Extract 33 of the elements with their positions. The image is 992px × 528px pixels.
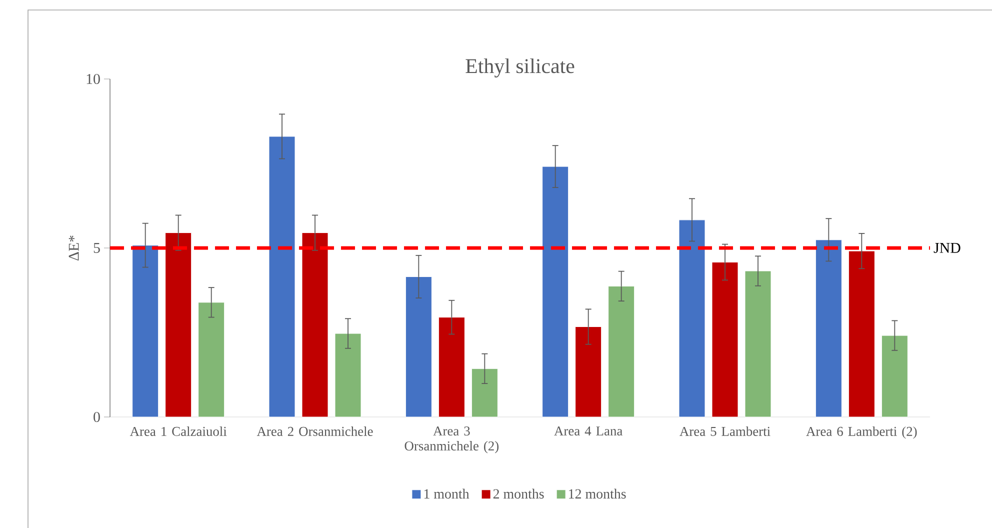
bar xyxy=(165,232,192,418)
bar xyxy=(334,333,362,418)
x-tick-label: Area 2 Orsanmichele xyxy=(256,426,373,436)
y-tick-label: 10 xyxy=(86,74,100,84)
bar xyxy=(678,220,706,418)
bar xyxy=(881,335,908,418)
bar xyxy=(268,136,296,418)
bar xyxy=(712,262,738,418)
bar xyxy=(575,326,602,418)
ref-line-label: JND xyxy=(934,243,960,253)
bar xyxy=(848,250,875,418)
bar xyxy=(405,276,432,418)
legend-label: 1 month xyxy=(424,488,470,499)
chart-title: Ethyl silicate xyxy=(466,58,574,78)
bar xyxy=(132,245,159,418)
y-tick-label: 5 xyxy=(94,243,100,253)
bar xyxy=(744,270,772,418)
x-tick-label: Area 3 Orsanmichele (2) xyxy=(404,426,499,454)
x-tick-label: Area 1 Calzaiuoli xyxy=(130,426,227,436)
y-axis-title: ΔE* xyxy=(68,236,79,261)
bar xyxy=(815,240,842,418)
legend-label: 2 months xyxy=(493,488,544,499)
x-tick-label: Area 6 Lamberti (2) xyxy=(806,426,917,439)
x-tick-label: Area 5 Lamberti xyxy=(680,426,770,436)
bar xyxy=(198,302,225,418)
bar xyxy=(302,232,328,418)
bar xyxy=(438,317,465,418)
legend-label: 12 months xyxy=(569,488,626,499)
bar xyxy=(471,368,498,418)
bar xyxy=(542,166,569,418)
x-tick-label: Area 4 Lana xyxy=(554,426,622,436)
y-tick-label: 0 xyxy=(94,412,100,422)
bar xyxy=(608,286,635,418)
